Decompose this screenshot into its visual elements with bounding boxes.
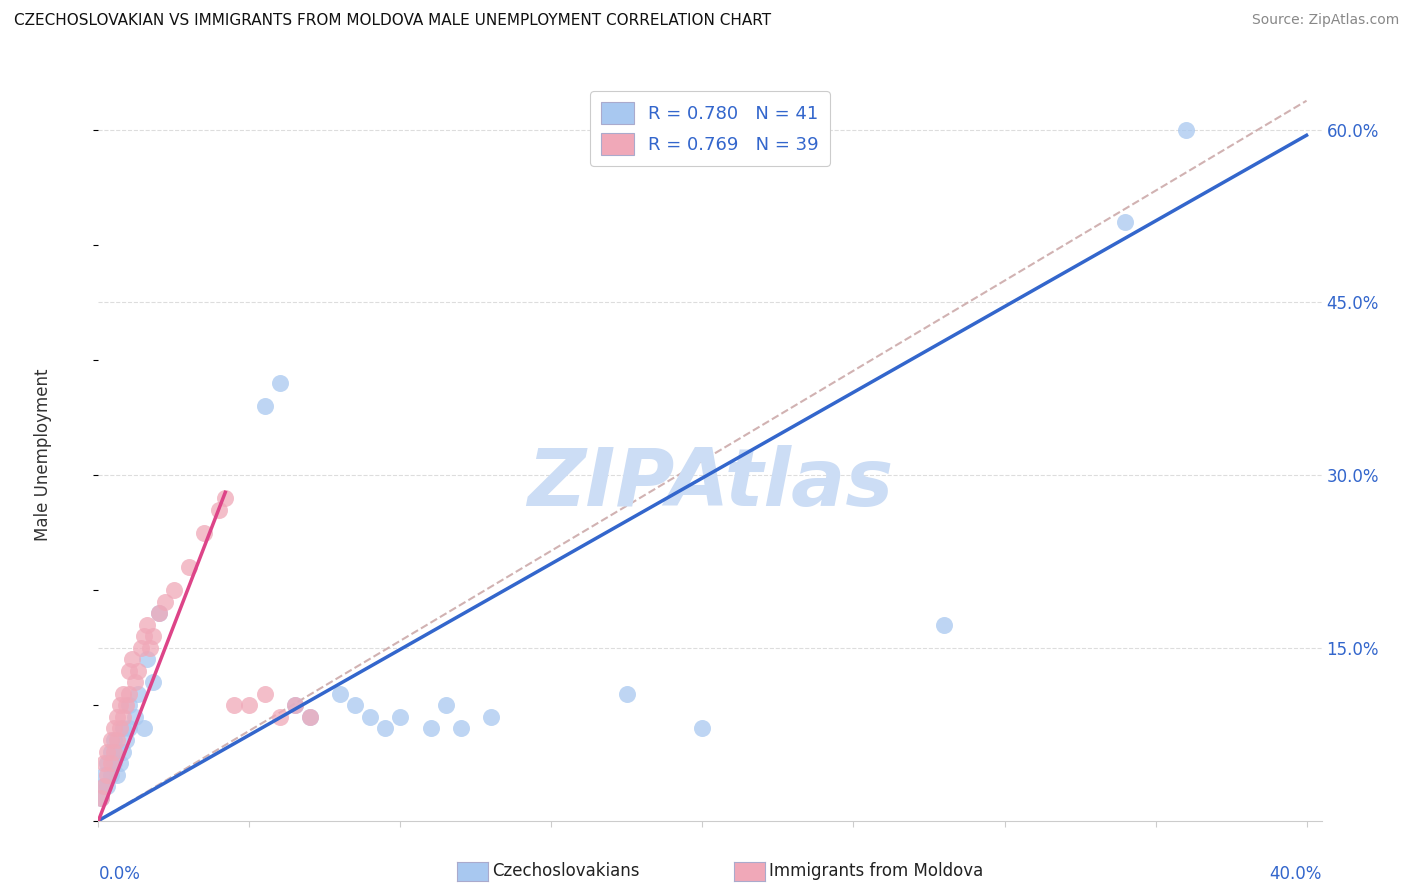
Point (163, 583, 186, 598)
Text: Immigrants from Moldova: Immigrants from Moldova (769, 863, 983, 880)
Point (105, 745, 128, 759)
Point (1114, 215, 1136, 229)
Point (124, 710, 146, 724)
Point (100, 745, 122, 759)
Point (96, 779, 118, 793)
Point (269, 710, 291, 724)
Point (344, 698, 367, 713)
Point (193, 525, 215, 540)
Point (214, 491, 236, 505)
Point (284, 698, 307, 713)
Point (108, 756, 131, 770)
Point (121, 652, 143, 666)
Point (103, 733, 125, 747)
Point (135, 617, 157, 632)
Point (224, 698, 246, 713)
Point (329, 687, 352, 701)
Point (129, 640, 152, 655)
Point (103, 722, 125, 736)
Point (105, 733, 128, 747)
Point (419, 722, 441, 736)
Point (111, 710, 134, 724)
Point (117, 687, 139, 701)
Point (90, 790, 112, 805)
Text: 0.0%: 0.0% (98, 864, 141, 882)
Point (100, 733, 122, 747)
Point (374, 722, 396, 736)
Point (100, 756, 122, 770)
Point (434, 698, 457, 713)
Point (111, 745, 134, 759)
Point (135, 652, 157, 666)
Point (111, 687, 134, 701)
Point (105, 710, 128, 724)
Point (93, 767, 115, 781)
Point (132, 629, 155, 643)
Point (105, 767, 128, 781)
Point (100, 767, 122, 781)
Point (108, 698, 131, 713)
Point (139, 640, 162, 655)
Point (142, 629, 165, 643)
Legend: R = 0.780   N = 41, R = 0.769   N = 39: R = 0.780 N = 41, R = 0.769 N = 39 (591, 91, 830, 166)
Text: Czechoslovakians: Czechoslovakians (492, 863, 640, 880)
Point (111, 722, 134, 736)
Text: CZECHOSLOVAKIAN VS IMMIGRANTS FROM MOLDOVA MALE UNEMPLOYMENT CORRELATION CHART: CZECHOSLOVAKIAN VS IMMIGRANTS FROM MOLDO… (14, 13, 770, 29)
Point (1174, 122, 1197, 136)
Point (238, 698, 260, 713)
Point (359, 710, 381, 724)
Point (90, 790, 112, 805)
Point (298, 710, 321, 724)
Point (284, 698, 307, 713)
Point (96, 745, 118, 759)
Point (153, 595, 176, 609)
Point (108, 722, 131, 736)
Point (616, 687, 638, 701)
Text: Male Unemployment: Male Unemployment (34, 368, 52, 541)
Point (132, 722, 155, 736)
Point (93, 779, 115, 793)
Point (117, 722, 139, 736)
Point (127, 664, 149, 678)
Point (96, 756, 118, 770)
Point (124, 675, 146, 690)
Point (479, 710, 502, 724)
Point (114, 733, 136, 747)
Point (148, 607, 170, 621)
Point (389, 710, 412, 724)
Point (148, 607, 170, 621)
Point (127, 687, 149, 701)
Point (93, 779, 115, 793)
Point (114, 698, 136, 713)
Point (142, 675, 165, 690)
Point (269, 376, 291, 390)
Text: ZIPAtlas: ZIPAtlas (527, 445, 893, 524)
Point (692, 722, 714, 736)
Point (253, 399, 276, 413)
Point (117, 698, 139, 713)
Point (103, 745, 125, 759)
Point (298, 710, 321, 724)
Point (253, 687, 276, 701)
Point (932, 617, 955, 632)
Point (117, 664, 139, 678)
Point (93, 756, 115, 770)
Point (208, 502, 231, 516)
Point (177, 560, 200, 574)
Point (450, 722, 472, 736)
Point (96, 767, 118, 781)
Text: Source: ZipAtlas.com: Source: ZipAtlas.com (1251, 13, 1399, 28)
Text: 40.0%: 40.0% (1270, 864, 1322, 882)
Point (103, 756, 125, 770)
